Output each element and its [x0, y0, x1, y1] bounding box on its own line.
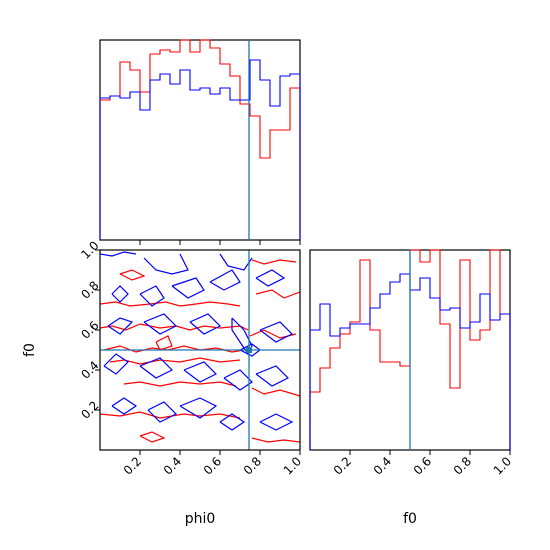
contour-series-2-line-13 [139, 357, 174, 379]
f0-x-tick-label: 0.4 [371, 454, 394, 477]
contour-series-2-line-21 [259, 321, 294, 343]
contour-series-2-line-8 [107, 317, 134, 335]
contour-series-1-line-3 [103, 345, 245, 353]
contour-series-1-line-4 [109, 357, 241, 365]
contour-series-1-line-8 [255, 289, 300, 299]
contour-series-2-line-10 [189, 313, 222, 335]
phi0-histogram-series-2 [99, 59, 301, 240]
x-tick-label: 0.6 [201, 454, 224, 477]
x-axis-label-f0: f0 [403, 511, 417, 527]
contour-series-2-line-5 [139, 285, 165, 307]
contour-series-2-line-1 [100, 251, 137, 257]
phi0-marginal-panel [99, 39, 301, 245]
contour-series-2-line-4 [111, 285, 129, 303]
truth-marker [246, 347, 252, 353]
contour-series-2-line-20 [255, 269, 286, 287]
contour-series-2-line-18 [179, 397, 218, 419]
contour-series-2-line-14 [183, 361, 218, 383]
y-tick-label: 1.0 [78, 238, 101, 261]
contour-series-2-line-17 [147, 401, 178, 423]
contour-series-2-line-23 [259, 413, 294, 431]
contour-series-2-line-6 [171, 277, 205, 299]
contour-series-2-line-15 [223, 369, 253, 391]
contour-series-1-line-7 [251, 259, 297, 265]
contour-series-1-line-13 [119, 269, 146, 281]
joint-contour-frame [99, 249, 301, 451]
contour-series-1-line-14 [139, 431, 166, 443]
f0-marginal-panel: 0.2 0.4 0.6 0.8 1.0 f0 [309, 249, 514, 527]
contour-series-2-line-19 [219, 413, 246, 431]
y-tick-label: 0.8 [78, 278, 101, 301]
f0-x-tick-label: 0.2 [331, 454, 354, 477]
x-tick-label: 1.0 [281, 454, 304, 477]
contour-series-1-line-12 [155, 335, 173, 351]
y-tick-label: 0.4 [78, 358, 101, 381]
contour-series-2-line-7 [209, 269, 241, 291]
joint-contour-panel: 0.2 0.4 0.6 0.8 1.0 0.2 0.4 0.6 0.8 1.0 phi0 f0 [22, 238, 304, 527]
contour-series-1-line-10 [251, 387, 300, 397]
phi0-histogram-series-1 [99, 39, 301, 240]
x-tick-label: 0.2 [121, 454, 144, 477]
f0-x-tick-label: 0.8 [451, 454, 474, 477]
x-tick-label: 0.8 [241, 454, 264, 477]
x-tick-label: 0.4 [161, 454, 184, 477]
x-axis-label-phi0: phi0 [185, 511, 216, 527]
contour-series-1-line-1 [100, 301, 241, 307]
contour-series-1-line-11 [251, 437, 300, 443]
contour-series-2-line-3 [219, 253, 253, 271]
y-tick-label: 0.2 [78, 398, 101, 421]
contour-series-2-line-9 [143, 313, 178, 335]
f0-x-tick-label: 1.0 [491, 454, 514, 477]
y-tick-label: 0.6 [78, 318, 101, 341]
contour-series-2-line-22 [255, 365, 290, 387]
contour-series-1-line-5 [123, 381, 237, 387]
contour-series-2-line-2 [143, 253, 189, 275]
y-axis-label-f0: f0 [22, 343, 38, 357]
f0-x-tick-label: 0.6 [411, 454, 434, 477]
contour-series-2-line-12 [103, 353, 129, 375]
contour-series-2-line-16 [111, 397, 138, 415]
